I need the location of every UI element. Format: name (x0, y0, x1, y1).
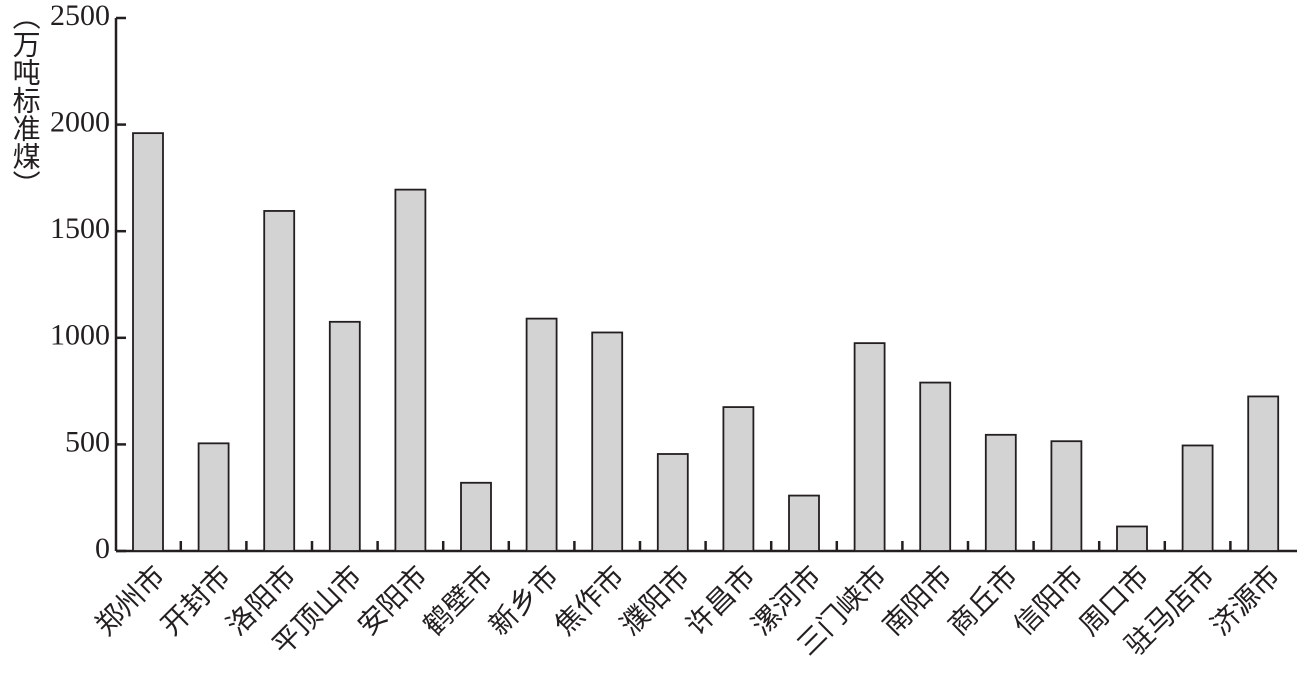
x-tick-label: 济源市 (1205, 560, 1287, 642)
bar (132, 132, 164, 552)
bar (1181, 444, 1214, 552)
y-tick-label: 500 (65, 425, 110, 458)
bar (394, 188, 427, 552)
y-tick-label: 1500 (50, 212, 110, 245)
bar (263, 210, 296, 552)
bar (591, 331, 624, 552)
bar (328, 320, 361, 552)
y-tick-label: 0 (95, 532, 110, 565)
x-tick-label: 新乡市 (483, 560, 565, 642)
bar (853, 342, 886, 552)
x-tick-label: 鹤壁市 (417, 560, 499, 642)
bar (656, 453, 689, 552)
bar (722, 406, 755, 552)
x-tick-label: 商丘市 (942, 560, 1024, 642)
y-tick-label: 2000 (50, 105, 110, 138)
y-tick-label: 2500 (50, 0, 110, 32)
bar (788, 494, 820, 552)
bar (1116, 525, 1148, 552)
y-axis-label: （万吨标准煤） (9, 2, 41, 198)
x-tick-label: 许昌市 (680, 560, 762, 642)
x-tick-label: 焦作市 (549, 560, 631, 642)
bar (525, 317, 558, 552)
bar (1247, 395, 1280, 552)
x-tick-label: 安阳市 (352, 560, 434, 642)
bar (1050, 440, 1083, 552)
bar (984, 433, 1017, 552)
x-tick-label: 郑州市 (89, 560, 171, 642)
x-tick-label: 开封市 (155, 560, 237, 642)
x-tick-label: 南阳市 (877, 560, 959, 642)
bar (460, 481, 492, 552)
bar (197, 442, 230, 552)
bar (919, 381, 952, 552)
x-tick-label: 濮阳市 (614, 560, 696, 642)
y-tick-label: 1000 (50, 319, 110, 352)
x-tick-label: 信阳市 (1008, 560, 1090, 642)
